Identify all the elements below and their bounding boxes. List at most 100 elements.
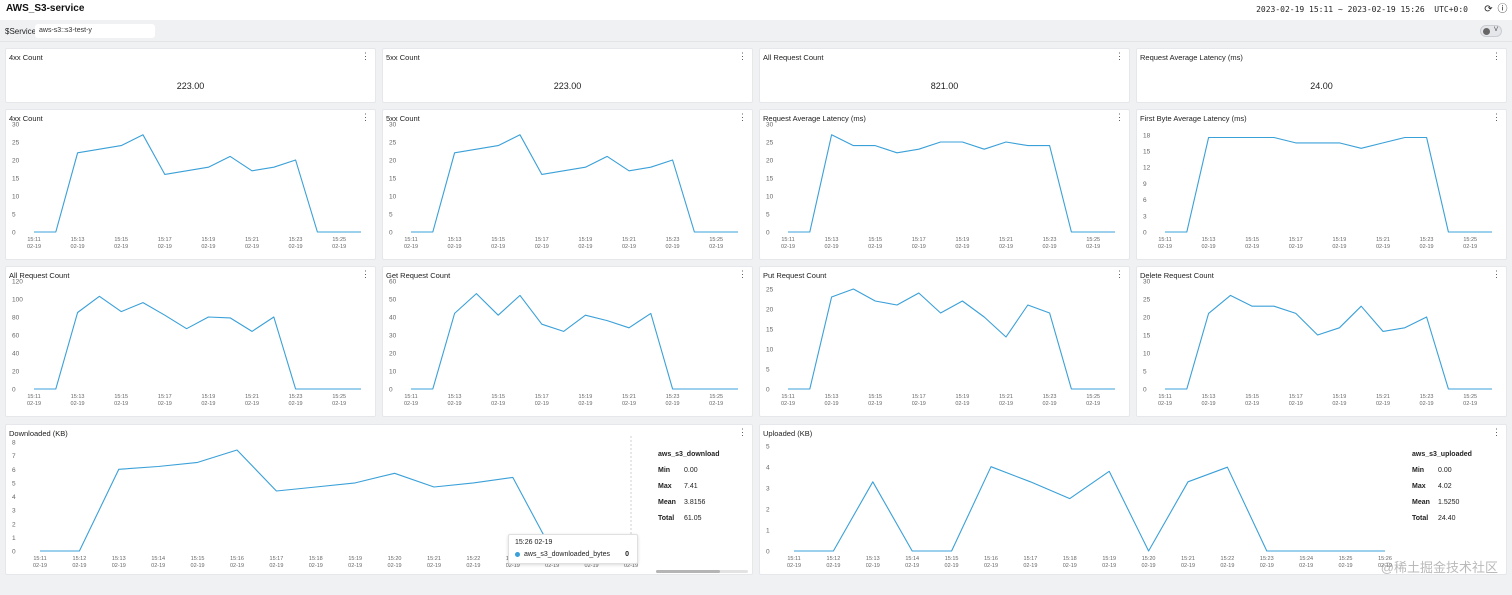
x-tick-label: 15:19	[1333, 237, 1347, 243]
x-tick-label: 15:15	[114, 394, 128, 400]
panel-menu-icon[interactable]: ⋮	[361, 51, 370, 61]
service-variable-select[interactable]: aws-s3::s3-test-y	[35, 24, 155, 38]
x-tick-label: 15:23	[1260, 556, 1274, 562]
x-tick-label: 02-19	[535, 244, 549, 250]
x-tick-label: 15:20	[388, 556, 402, 562]
y-tick-label: 20	[12, 369, 20, 376]
info-icon[interactable]: ⓘ	[1497, 4, 1508, 15]
panel-title: 4xx Count	[9, 114, 43, 123]
x-tick-label: 02-19	[289, 244, 303, 250]
y-tick-label: 5	[766, 444, 770, 451]
y-tick-label: 40	[389, 315, 397, 322]
chart-panel-all-requests: 0 20 40 60 80 100 120 15:11 02-19 15:13 02-19 15:15…	[5, 266, 376, 417]
panel-title: Get Request Count	[386, 271, 451, 280]
x-tick-label: 15:21	[999, 394, 1013, 400]
y-tick-label: 25	[12, 140, 20, 147]
y-tick-label: 25	[766, 287, 774, 294]
panel-menu-icon[interactable]: ⋮	[1115, 269, 1124, 279]
panel-menu-icon[interactable]: ⋮	[1115, 112, 1124, 122]
legend-scrollbar[interactable]	[656, 570, 748, 573]
panel-menu-icon[interactable]: ⋮	[738, 51, 747, 61]
legend-value: 24.40	[1438, 515, 1456, 522]
x-tick-label: 02-19	[1086, 401, 1100, 407]
y-tick-label: 120	[12, 279, 23, 286]
x-tick-label: 02-19	[245, 401, 259, 407]
panel-title: Delete Request Count	[1140, 271, 1214, 280]
x-tick-label: 15:15	[114, 237, 128, 243]
panel-menu-icon[interactable]: ⋮	[361, 269, 370, 279]
x-tick-label: 15:12	[827, 556, 841, 562]
panel-menu-icon[interactable]: ⋮	[1492, 269, 1501, 279]
x-tick-label: 02-19	[787, 563, 801, 569]
tooltip-series-name: aws_s3_downloaded_bytes	[524, 551, 611, 558]
tooltip-value: 0	[625, 551, 629, 558]
panel-menu-icon[interactable]: ⋮	[1492, 427, 1501, 437]
x-tick-label: 02-19	[578, 401, 592, 407]
x-tick-label: 02-19	[825, 401, 839, 407]
x-tick-label: 02-19	[332, 401, 346, 407]
x-tick-label: 02-19	[1158, 401, 1172, 407]
panel-menu-icon[interactable]: ⋮	[1492, 51, 1501, 61]
x-tick-label: 02-19	[866, 563, 880, 569]
y-tick-label: 40	[12, 351, 20, 358]
x-tick-label: 02-19	[230, 563, 244, 569]
x-tick-label: 15:15	[868, 237, 882, 243]
stat-panel-latency: Request Average Latency (ms) ⋮ 24.00	[1136, 48, 1507, 103]
x-tick-label: 15:24	[1299, 556, 1313, 562]
x-tick-label: 02-19	[709, 244, 723, 250]
y-tick-label: 3	[12, 508, 16, 515]
view-toggle[interactable]: V	[1480, 25, 1502, 37]
line-chart: 05101520253015:1102-1915:1302-1915:1502-…	[389, 122, 738, 250]
panel-title: Put Request Count	[763, 271, 827, 280]
y-tick-label: 7	[12, 453, 16, 460]
refresh-icon[interactable]: ⟳	[1484, 4, 1493, 15]
x-tick-label: 02-19	[71, 244, 85, 250]
timezone-text: UTC+0:0	[1434, 5, 1468, 14]
legend-row-mean: Mean 3.8156	[658, 499, 719, 506]
x-tick-label: 02-19	[151, 563, 165, 569]
panel-menu-icon[interactable]: ⋮	[738, 269, 747, 279]
x-tick-label: 15:19	[956, 237, 970, 243]
scrollbar-thumb[interactable]	[656, 570, 721, 573]
legend-value: 4.02	[1438, 483, 1452, 490]
variable-bar: $Service aws-s3::s3-test-y V	[0, 20, 1512, 42]
y-tick-label: 1	[12, 535, 16, 542]
line-chart: 05101520253015:1102-1915:1302-1915:1502-…	[766, 122, 1115, 250]
watermark: @稀土掘金技术社区	[1380, 560, 1498, 575]
y-tick-label: 18	[1143, 132, 1151, 139]
legend-key: Mean	[658, 499, 676, 506]
x-tick-label: 15:21	[999, 237, 1013, 243]
x-tick-label: 15:13	[448, 237, 462, 243]
chart-panel-uploaded: 0 1 2 3 4 5 15:11 02-19 15:12 02-19 15:13 02-19 15:1…	[759, 424, 1507, 575]
x-tick-label: 02-19	[1181, 563, 1195, 569]
x-tick-label: 15:11	[1158, 237, 1171, 243]
y-tick-label: 2	[766, 507, 770, 514]
x-tick-label: 02-19	[191, 563, 205, 569]
x-tick-label: 02-19	[905, 563, 919, 569]
line-chart: 05101520253015:1102-1915:1302-1915:1502-…	[1143, 279, 1492, 407]
series-line	[40, 449, 631, 552]
x-tick-label: 15:25	[709, 394, 723, 400]
dashboard-title: AWS_S3-service	[6, 3, 85, 14]
panel-menu-icon[interactable]: ⋮	[738, 112, 747, 122]
panel-menu-icon[interactable]: ⋮	[738, 427, 747, 437]
panel-menu-icon[interactable]: ⋮	[361, 112, 370, 122]
panel-menu-icon[interactable]: ⋮	[1492, 112, 1501, 122]
y-tick-label: 10	[389, 194, 397, 201]
x-tick-label: 15:13	[825, 237, 839, 243]
x-tick-label: 02-19	[1376, 401, 1390, 407]
y-tick-label: 0	[766, 387, 770, 394]
y-tick-label: 3	[1143, 213, 1147, 220]
x-tick-label: 15:19	[1102, 556, 1116, 562]
time-range-picker[interactable]: 2023-02-19 15:11 ~ 2023-02-19 15:26 UTC+…	[1256, 5, 1468, 14]
x-tick-label: 15:18	[309, 556, 323, 562]
panel-menu-icon[interactable]: ⋮	[1115, 51, 1124, 61]
x-tick-label: 02-19	[1220, 563, 1234, 569]
y-tick-label: 20	[12, 158, 20, 165]
x-tick-label: 15:15	[491, 237, 505, 243]
x-tick-label: 02-19	[1102, 563, 1116, 569]
service-variable-label: $Service	[5, 27, 37, 36]
x-tick-label: 15:22	[467, 556, 481, 562]
downloaded-legend: aws_s3_download Min 0.00 Max 7.41 Mean 3.81…	[658, 451, 719, 531]
chart-panel-put-requests: 0 5 10 15 20 25 15:11 02-19 15:13 02-19 15:15 02-19…	[759, 266, 1130, 417]
